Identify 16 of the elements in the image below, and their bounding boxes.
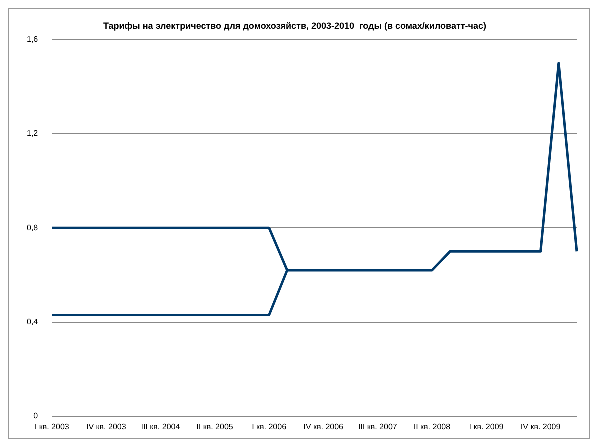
y-tick-label: 0,4 xyxy=(26,317,39,326)
x-tick-label: IV кв. 2003 xyxy=(86,422,127,432)
x-tick-label: II кв. 2008 xyxy=(414,422,452,432)
y-tick-label: 1,6 xyxy=(26,35,39,44)
x-tick-label: III кв. 2004 xyxy=(141,422,181,432)
x-tick-label: III кв. 2007 xyxy=(358,422,398,432)
chart-title: Тарифы на электричество для домохозяйств, 2003-2010 годы (в сомах/киловатт-час) xyxy=(103,20,487,31)
x-tick-label: I кв. 2003 xyxy=(34,422,70,432)
x-tick-label: IV кв. 2006 xyxy=(304,422,344,432)
x-tick-label: I кв. 2009 xyxy=(469,422,504,432)
x-tick-label: II кв. 2005 xyxy=(196,422,234,432)
x-tick-label: IV кв. 2009 xyxy=(520,422,562,432)
y-tick-label: 0 xyxy=(34,412,39,421)
x-tick-label: I кв. 2006 xyxy=(252,422,288,432)
y-tick-label: 1,2 xyxy=(26,129,39,138)
y-tick-label: 0,8 xyxy=(26,223,39,232)
